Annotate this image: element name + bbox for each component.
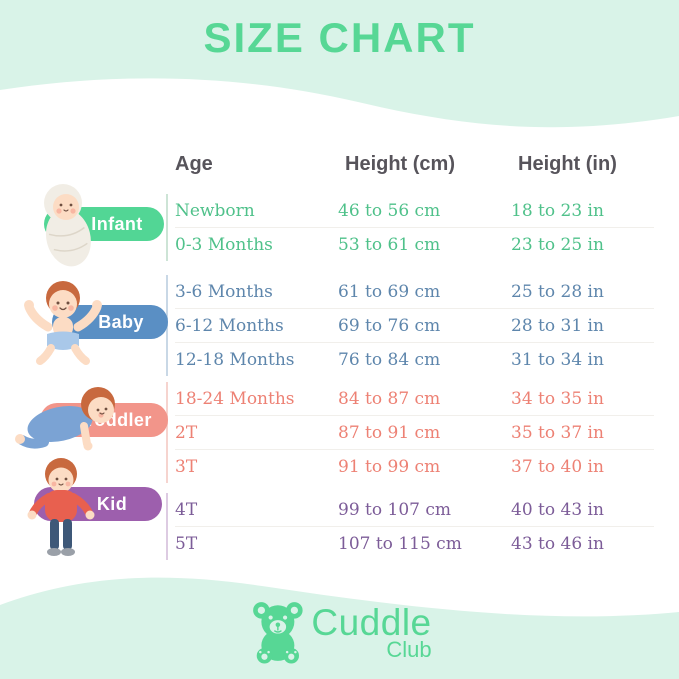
brand-name-sub: Club (386, 636, 432, 662)
table-row: 5T 107 to 115 cm 43 to 46 in (175, 527, 654, 560)
height-cm-cell: 69 to 76 cm (338, 315, 441, 336)
height-cm-cell: 99 to 107 cm (338, 499, 451, 520)
size-table: Age Height (cm) Height (in) Infant (0, 150, 679, 560)
height-in-cell: 23 to 25 in (511, 234, 604, 255)
group-toddler: Toddler 18-24 Month (0, 382, 679, 483)
col-header-height-in: Height (in) (518, 152, 617, 175)
age-cell: 3-6 Months (175, 281, 273, 302)
table-row: 3-6 Months 61 to 69 cm 25 to 28 in (175, 275, 654, 309)
group-toddler-rows: 18-24 Months 84 to 87 cm 34 to 35 in 2T … (166, 382, 654, 483)
page-title: SIZE CHART (203, 14, 476, 61)
table-row: 2T 87 to 91 cm 35 to 37 in (175, 416, 654, 450)
table-row: 12-18 Months 76 to 84 cm 31 to 34 in (175, 343, 654, 376)
age-cell: 18-24 Months (175, 388, 295, 409)
height-in-cell: 35 to 37 in (511, 422, 604, 443)
baby-illustration (24, 281, 102, 365)
table-row: 0-3 Months 53 to 61 cm 23 to 25 in (175, 228, 654, 261)
col-header-age: Age (175, 152, 213, 175)
height-in-cell: 31 to 34 in (511, 349, 604, 370)
age-cell: 5T (175, 533, 198, 554)
infant-label: Infant (91, 213, 143, 234)
teddy-bear-icon (252, 602, 303, 664)
group-infant: Infant (0, 184, 679, 267)
height-in-cell: 34 to 35 in (511, 388, 604, 409)
height-cm-cell: 91 to 99 cm (338, 456, 441, 477)
height-cm-cell: 61 to 69 cm (338, 281, 441, 302)
table-row: Newborn 46 to 56 cm 18 to 23 in (175, 194, 654, 228)
height-cm-cell: 76 to 84 cm (338, 349, 441, 370)
table-header-row: Age Height (cm) Height (in) (175, 150, 679, 178)
top-wave-decoration (0, 0, 679, 128)
group-toddler-art: Toddler (0, 382, 168, 483)
age-cell: Newborn (175, 200, 255, 221)
table-row: 6-12 Months 69 to 76 cm 28 to 31 in (175, 309, 654, 343)
height-cm-cell: 87 to 91 cm (338, 422, 441, 443)
group-baby-art: Baby (0, 275, 168, 376)
age-cell: 3T (175, 456, 198, 477)
height-in-cell: 18 to 23 in (511, 200, 604, 221)
group-kid-art: Kid (0, 458, 166, 560)
table-row: 4T 99 to 107 cm 40 to 43 in (175, 493, 654, 527)
height-cm-cell: 84 to 87 cm (338, 388, 441, 409)
height-in-cell: 25 to 28 in (511, 281, 604, 302)
height-in-cell: 40 to 43 in (511, 499, 604, 520)
age-cell: 0-3 Months (175, 234, 273, 255)
crawling-toddler-illustration (15, 387, 115, 451)
group-kid-rows: 4T 99 to 107 cm 40 to 43 in 5T 107 to 11… (166, 493, 654, 560)
bottom-wave-decoration (0, 577, 679, 679)
standing-kid-illustration (27, 458, 95, 556)
baby-label: Baby (98, 311, 144, 332)
age-cell: 4T (175, 499, 198, 520)
height-in-cell: 28 to 31 in (511, 315, 604, 336)
height-cm-cell: 53 to 61 cm (338, 234, 441, 255)
age-cell: 2T (175, 422, 198, 443)
height-in-cell: 37 to 40 in (511, 456, 604, 477)
table-row: 18-24 Months 84 to 87 cm 34 to 35 in (175, 382, 654, 416)
group-kid: Kid (0, 458, 679, 560)
swaddled-infant-illustration (44, 184, 91, 267)
brand-name-main: Cuddle (311, 601, 432, 643)
group-baby-rows: 3-6 Months 61 to 69 cm 25 to 28 in 6-12 … (166, 275, 654, 376)
height-cm-cell: 46 to 56 cm (338, 200, 441, 221)
age-cell: 12-18 Months (175, 349, 295, 370)
table-row: 3T 91 to 99 cm 37 to 40 in (175, 450, 654, 483)
group-infant-art: Infant (0, 184, 166, 267)
group-infant-rows: Newborn 46 to 56 cm 18 to 23 in 0-3 Mont… (166, 194, 654, 261)
height-cm-cell: 107 to 115 cm (338, 533, 462, 554)
col-header-height-cm: Height (cm) (345, 152, 455, 175)
height-in-cell: 43 to 46 in (511, 533, 604, 554)
brand-logo: Cuddle Club (247, 599, 432, 665)
brand-name: Cuddle Club (311, 604, 431, 661)
group-baby: Baby (0, 275, 679, 376)
kid-label: Kid (96, 493, 128, 514)
age-cell: 6-12 Months (175, 315, 284, 336)
